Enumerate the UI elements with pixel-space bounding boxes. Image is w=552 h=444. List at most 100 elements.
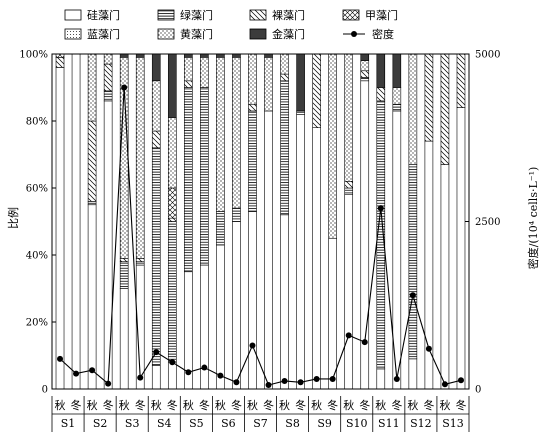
season-label: 冬 <box>231 398 242 412</box>
bar-segment <box>280 80 289 216</box>
bar-segment <box>360 77 370 82</box>
bar-segment <box>360 70 370 78</box>
bar-segment <box>248 211 257 390</box>
legend-marker <box>351 31 357 37</box>
season-label: 秋 <box>311 398 322 412</box>
density-point <box>297 379 304 386</box>
bar-segment <box>87 53 97 122</box>
density-point <box>249 342 256 349</box>
bar-segment <box>55 53 65 58</box>
season-label: 秋 <box>215 398 226 412</box>
density-point <box>57 355 64 362</box>
season-label: 冬 <box>391 398 402 412</box>
bar-segment <box>232 207 241 222</box>
site-label: S11 <box>378 417 400 430</box>
y-tick-label: 60% <box>26 184 48 195</box>
bar-segment <box>248 53 257 105</box>
legend-label: 黄藻门 <box>180 27 213 41</box>
bar-segment <box>312 127 321 390</box>
bar-segment <box>424 140 434 390</box>
bar-segment <box>232 57 241 209</box>
bar-segment <box>248 103 257 112</box>
site-label: S10 <box>346 417 368 430</box>
bar-segment <box>296 110 305 115</box>
legend-label: 甲藻门 <box>365 8 398 22</box>
bar-segment <box>135 53 145 58</box>
bar-segment <box>167 117 177 189</box>
bar-segment <box>216 211 225 246</box>
density-point <box>73 370 80 377</box>
season-label: 秋 <box>343 398 354 412</box>
season-label: 冬 <box>135 398 146 412</box>
density-point <box>361 339 368 346</box>
site-label: S1 <box>61 417 76 430</box>
bar-segment <box>184 57 193 82</box>
bar-segment <box>264 110 273 390</box>
bar-segment <box>248 110 257 212</box>
bar-segment <box>392 87 402 105</box>
bar-segment <box>344 187 354 195</box>
bar-segment <box>200 57 209 88</box>
bar-segment <box>232 53 241 58</box>
bar-segment <box>200 53 209 58</box>
density-point <box>425 345 432 352</box>
bar-segment <box>119 288 129 390</box>
bar-segment <box>184 80 193 88</box>
bar-segment <box>408 53 418 165</box>
bar-segment <box>216 53 225 58</box>
season-label: 秋 <box>279 398 290 412</box>
y2-axis-title: 密度/(10⁴ cells·L⁻¹) <box>526 167 540 270</box>
bar-segment <box>135 258 145 263</box>
season-label: 秋 <box>439 398 450 412</box>
density-point <box>409 292 416 299</box>
density-point <box>89 367 96 374</box>
bar-segment <box>392 103 402 112</box>
y-tick-label: 20% <box>26 318 48 329</box>
legend-label: 硅藻门 <box>87 8 120 22</box>
bar-segment <box>167 187 177 219</box>
y2-tick-label: 0 <box>475 385 481 396</box>
bar-segment <box>151 365 161 390</box>
bar-segment <box>103 90 113 102</box>
density-point <box>313 375 320 382</box>
site-label: S6 <box>221 417 236 430</box>
density-polyline <box>59 87 462 386</box>
bar-segment <box>87 201 97 206</box>
bar-segment <box>135 57 145 259</box>
legend-swatch <box>249 9 267 21</box>
y-tick-label: 0 <box>42 385 48 396</box>
density-line <box>57 84 464 388</box>
bar-segment <box>232 221 241 390</box>
site-label: S3 <box>125 417 140 430</box>
y-axis-title: 比例 <box>6 207 20 229</box>
legend-swatch <box>64 28 82 40</box>
bar-segment <box>360 60 370 72</box>
y-tick-label: 40% <box>26 251 48 262</box>
legend-label: 裸藻门 <box>272 8 305 22</box>
bar-segment <box>264 53 273 58</box>
season-label: 冬 <box>327 398 338 412</box>
bar-segment <box>151 53 161 82</box>
bar-segment <box>280 214 289 390</box>
season-label: 冬 <box>455 398 466 412</box>
bar-segment <box>103 63 113 92</box>
bar-segment <box>167 53 177 118</box>
density-point <box>153 349 160 356</box>
legend-label: 金藻门 <box>272 27 305 41</box>
density-point <box>137 374 144 381</box>
bar-segment <box>408 358 418 390</box>
bar-segment <box>408 164 418 360</box>
bar-segment <box>103 100 113 390</box>
bar-segment <box>344 194 354 390</box>
density-point <box>121 84 128 91</box>
legend-label: 蓝藻门 <box>87 27 120 41</box>
bar-segment <box>280 73 289 82</box>
season-label: 秋 <box>183 398 194 412</box>
y-tick-label: 100% <box>19 50 48 61</box>
y2-tick-label: 5000 <box>475 50 500 61</box>
bar-segment <box>87 120 97 202</box>
legend-swatch <box>249 28 267 40</box>
site-label: S12 <box>410 417 432 430</box>
bar-segment <box>55 57 65 68</box>
